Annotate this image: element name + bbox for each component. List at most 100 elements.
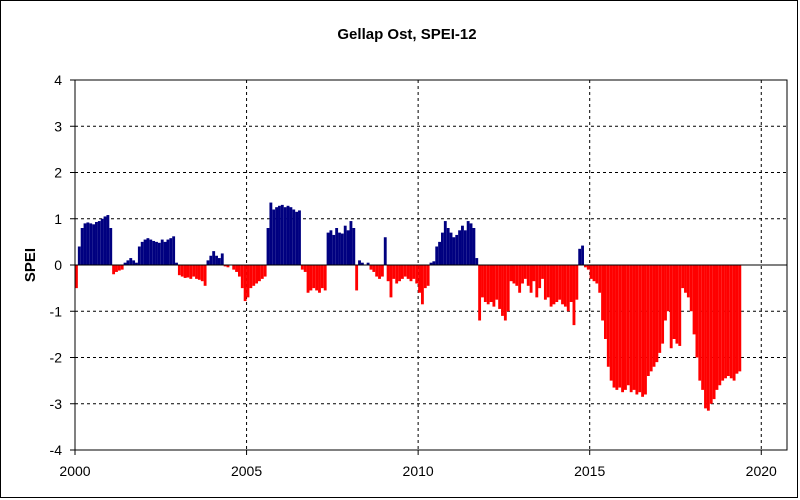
bar xyxy=(269,202,273,265)
bar xyxy=(626,265,630,386)
bar xyxy=(195,265,198,279)
bar xyxy=(552,265,556,305)
x-tick-label: 2010 xyxy=(403,463,434,479)
bar xyxy=(458,230,462,265)
bar xyxy=(329,230,333,265)
chart-title: Gellap Ost, SPEI-12 xyxy=(337,26,476,43)
bar xyxy=(266,228,270,265)
bar xyxy=(704,265,707,409)
gridlines xyxy=(75,80,787,450)
bar xyxy=(449,232,453,265)
bar xyxy=(598,265,602,293)
bar xyxy=(346,230,350,265)
bar xyxy=(183,265,187,278)
bar xyxy=(541,265,544,279)
bar xyxy=(280,204,284,265)
bar xyxy=(478,265,482,321)
bar xyxy=(455,234,459,265)
bar xyxy=(501,265,504,316)
y-tick-label: 3 xyxy=(54,118,62,134)
bar xyxy=(380,265,384,277)
bar xyxy=(420,265,424,305)
bar xyxy=(629,265,633,393)
bar xyxy=(581,245,584,265)
bar xyxy=(601,265,604,321)
bar xyxy=(152,240,156,265)
bar xyxy=(80,228,84,265)
bar xyxy=(632,265,636,390)
bar xyxy=(275,207,279,265)
bar xyxy=(137,246,141,265)
bar xyxy=(423,265,427,289)
bar xyxy=(664,265,667,321)
bar xyxy=(177,265,181,276)
bar xyxy=(701,265,705,390)
bar xyxy=(635,265,639,395)
bar xyxy=(589,265,593,279)
bar xyxy=(549,265,553,307)
y-tick-label: -1 xyxy=(50,303,63,319)
bar xyxy=(343,225,347,265)
bar xyxy=(532,265,536,282)
y-tick-label: -4 xyxy=(50,442,63,458)
bar xyxy=(360,262,364,265)
y-tick-labels: 4 3 2 1 0 -1 -2 -3 -4 xyxy=(50,72,63,458)
bar xyxy=(395,265,399,284)
bar xyxy=(503,265,507,321)
bar xyxy=(443,221,447,265)
bar xyxy=(146,238,150,265)
bar xyxy=(246,265,250,298)
y-tick-label: 4 xyxy=(54,72,62,88)
bar xyxy=(135,262,138,265)
bar xyxy=(398,265,401,282)
bar xyxy=(258,265,261,282)
bar xyxy=(463,230,467,265)
bar xyxy=(215,255,218,265)
bar xyxy=(686,265,690,298)
bar xyxy=(506,265,510,312)
bar xyxy=(529,265,533,293)
x-tick-label: 2020 xyxy=(746,463,777,479)
bar xyxy=(97,221,101,265)
bar xyxy=(718,265,722,386)
bar xyxy=(255,265,259,284)
bar xyxy=(223,265,227,267)
bar xyxy=(237,265,241,277)
bar xyxy=(475,258,479,265)
bar xyxy=(546,265,550,298)
bar xyxy=(166,239,170,265)
bar xyxy=(200,265,204,282)
bar xyxy=(412,265,416,279)
bar xyxy=(492,265,496,307)
bar xyxy=(355,265,359,291)
bar xyxy=(543,265,547,300)
y-tick-label: -2 xyxy=(50,350,63,366)
bar xyxy=(698,265,702,381)
bar xyxy=(100,218,104,265)
bar xyxy=(217,258,221,265)
x-tick-label: 2000 xyxy=(59,463,90,479)
bar xyxy=(561,265,564,305)
bar xyxy=(415,265,419,284)
bar xyxy=(318,265,321,293)
bar xyxy=(689,265,693,312)
bar xyxy=(175,262,178,265)
bar xyxy=(521,265,524,284)
bar xyxy=(172,236,176,265)
bar xyxy=(603,265,607,339)
bar xyxy=(644,265,647,395)
bar xyxy=(666,265,670,312)
bar xyxy=(249,265,253,289)
bar xyxy=(712,265,716,400)
bar xyxy=(672,265,676,339)
bar xyxy=(512,265,516,284)
bar xyxy=(332,234,336,265)
bar xyxy=(298,210,301,265)
bar xyxy=(555,265,559,302)
bar xyxy=(186,265,190,278)
bar xyxy=(143,239,147,265)
bar xyxy=(300,265,304,270)
bar xyxy=(563,265,567,307)
bar xyxy=(366,262,370,265)
